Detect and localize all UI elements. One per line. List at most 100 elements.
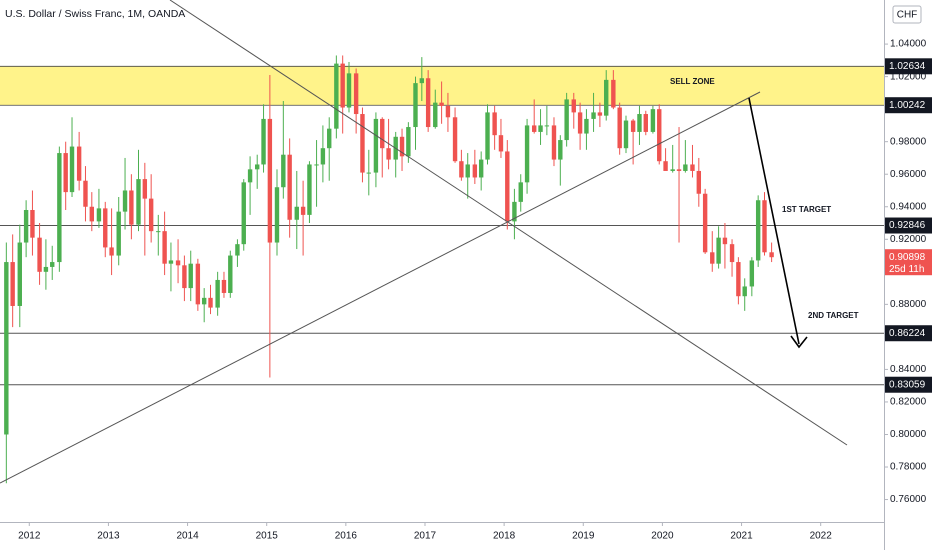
candle-body bbox=[353, 73, 359, 115]
level-price-label-box bbox=[885, 376, 932, 393]
candle-body bbox=[650, 109, 656, 132]
x-tick-label: 2013 bbox=[97, 531, 120, 542]
candle-body bbox=[156, 231, 161, 233]
candle-body bbox=[122, 190, 128, 212]
candle-body bbox=[663, 161, 668, 171]
candle-body bbox=[736, 262, 741, 297]
candle-body bbox=[255, 164, 260, 170]
candle-body bbox=[162, 231, 167, 264]
candle-body bbox=[334, 63, 339, 129]
x-tick-label: 2020 bbox=[651, 531, 674, 542]
zone-label: SELL ZONE bbox=[670, 77, 715, 86]
last-price-label: 0.90898 bbox=[889, 252, 926, 263]
candle-body bbox=[604, 79, 609, 116]
candle-body bbox=[221, 279, 227, 293]
y-tick-label: 0.92000 bbox=[890, 234, 927, 245]
candle-body bbox=[425, 78, 431, 128]
candle-body bbox=[544, 125, 550, 127]
candle-body bbox=[300, 206, 306, 215]
trend-line bbox=[169, 0, 848, 446]
candle-body bbox=[498, 135, 504, 152]
x-tick-label: 2021 bbox=[730, 531, 753, 542]
y-tick-label: 0.84000 bbox=[890, 364, 927, 375]
y-tick-label: 0.94000 bbox=[890, 201, 927, 212]
candle-body bbox=[195, 263, 201, 305]
candle-body bbox=[136, 179, 141, 225]
candle-body bbox=[10, 262, 15, 306]
y-tick-label: 0.80000 bbox=[890, 429, 927, 440]
candle-body bbox=[69, 146, 75, 193]
candle-body bbox=[366, 172, 371, 174]
candle-body bbox=[492, 112, 497, 136]
candle-body bbox=[478, 159, 484, 178]
candle-body bbox=[76, 146, 82, 181]
candle-body bbox=[676, 169, 682, 171]
candle-body bbox=[116, 211, 121, 256]
candle-body bbox=[597, 112, 603, 116]
x-tick-label: 2022 bbox=[810, 531, 833, 542]
candle-body bbox=[17, 242, 22, 306]
candle-body bbox=[89, 206, 95, 222]
candle-body bbox=[142, 179, 148, 199]
candle-body bbox=[452, 117, 458, 162]
candle-body bbox=[485, 112, 490, 160]
candle-body bbox=[294, 206, 299, 220]
candle-body bbox=[109, 247, 114, 256]
candle-body bbox=[716, 237, 721, 264]
y-tick-label: 0.98000 bbox=[890, 136, 927, 147]
candle-body bbox=[505, 151, 510, 222]
candle-body bbox=[314, 164, 319, 166]
candle-body bbox=[623, 120, 629, 149]
candle-body bbox=[657, 109, 662, 162]
y-tick-label: 1.02000 bbox=[890, 71, 927, 82]
candle-body bbox=[465, 164, 470, 178]
annotation: 2ND TARGET bbox=[808, 311, 859, 320]
chart-title: U.S. Dollar / Swiss Franc, 1M, OANDA bbox=[5, 8, 185, 20]
trend-line bbox=[0, 91, 761, 484]
zone-price-label-box bbox=[885, 97, 932, 114]
candle-body bbox=[611, 79, 616, 108]
y-tick-label: 0.82000 bbox=[890, 397, 927, 408]
candle-body bbox=[103, 208, 108, 248]
arrow-head bbox=[790, 335, 808, 349]
last-price-box bbox=[885, 249, 932, 276]
candle-body bbox=[208, 297, 213, 308]
level-layer: 1ST TARGET 2ND TARGET bbox=[0, 205, 884, 386]
candle-body bbox=[228, 255, 233, 293]
candle-body bbox=[564, 99, 569, 141]
candle-body bbox=[188, 263, 193, 289]
candle-body bbox=[524, 125, 530, 183]
x-tick-label: 2017 bbox=[414, 531, 437, 542]
candle-body bbox=[261, 118, 266, 165]
zone-price-label: 1.00242 bbox=[889, 100, 926, 111]
candle-body bbox=[742, 286, 747, 297]
candle-body bbox=[148, 198, 154, 232]
currency-label: CHF bbox=[897, 10, 918, 21]
candle-body bbox=[247, 169, 253, 183]
candle-body bbox=[327, 128, 332, 149]
candle-body bbox=[63, 153, 68, 193]
y-tick-label: 0.96000 bbox=[890, 169, 927, 180]
candle-body bbox=[346, 73, 352, 108]
candle-body bbox=[683, 164, 688, 171]
candle-body bbox=[769, 252, 774, 258]
candle-body bbox=[419, 78, 425, 84]
candle-body bbox=[83, 180, 88, 207]
y-tick-label: 0.88000 bbox=[890, 299, 927, 310]
candle-body bbox=[129, 190, 134, 225]
candle-body bbox=[23, 210, 29, 243]
candle-body bbox=[433, 102, 438, 128]
candle-body bbox=[360, 114, 365, 173]
level-price-label: 0.86224 bbox=[889, 328, 926, 339]
x-tick-label: 2015 bbox=[256, 531, 279, 542]
candle-body bbox=[439, 102, 444, 106]
candle-body bbox=[50, 262, 55, 267]
currency-badge[interactable] bbox=[892, 5, 922, 24]
candle-body bbox=[445, 105, 451, 118]
candle-body bbox=[690, 164, 695, 171]
x-tick-label: 2019 bbox=[572, 531, 595, 542]
x-tick-label: 2018 bbox=[493, 531, 516, 542]
candle-body bbox=[584, 118, 589, 134]
candle-body bbox=[512, 201, 517, 222]
